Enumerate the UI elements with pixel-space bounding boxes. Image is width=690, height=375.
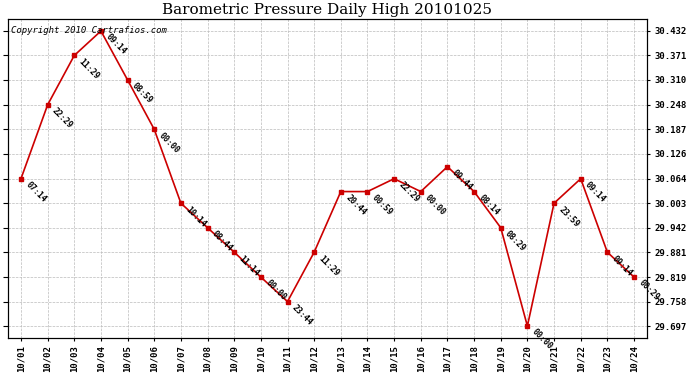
Text: 08:14: 08:14 bbox=[477, 193, 501, 217]
Text: 08:59: 08:59 bbox=[130, 81, 155, 105]
Text: 23:44: 23:44 bbox=[290, 303, 315, 327]
Text: 10:14: 10:14 bbox=[184, 205, 208, 229]
Text: 22:29: 22:29 bbox=[50, 106, 75, 130]
Text: 00:00: 00:00 bbox=[157, 131, 181, 155]
Text: 00:00: 00:00 bbox=[530, 327, 554, 351]
Text: 00:00: 00:00 bbox=[424, 193, 448, 217]
Text: 23:59: 23:59 bbox=[557, 205, 581, 229]
Text: 09:14: 09:14 bbox=[610, 254, 634, 278]
Text: 22:29: 22:29 bbox=[397, 180, 421, 204]
Text: 11:29: 11:29 bbox=[317, 254, 341, 278]
Text: 20:44: 20:44 bbox=[344, 193, 368, 217]
Text: 09:14: 09:14 bbox=[104, 32, 128, 56]
Text: 00:59: 00:59 bbox=[371, 193, 394, 217]
Text: 11:29: 11:29 bbox=[77, 57, 101, 81]
Text: 08:44: 08:44 bbox=[210, 229, 235, 253]
Text: 07:14: 07:14 bbox=[23, 180, 48, 204]
Text: 00:00: 00:00 bbox=[264, 279, 288, 303]
Text: 08:29: 08:29 bbox=[504, 229, 528, 253]
Text: Copyright 2010 Cartrafios.com: Copyright 2010 Cartrafios.com bbox=[11, 26, 167, 35]
Text: 00:29: 00:29 bbox=[637, 279, 661, 303]
Text: 09:44: 09:44 bbox=[450, 168, 474, 192]
Text: 11:14: 11:14 bbox=[237, 254, 261, 278]
Text: 09:14: 09:14 bbox=[584, 180, 607, 204]
Title: Barometric Pressure Daily High 20101025: Barometric Pressure Daily High 20101025 bbox=[162, 3, 493, 17]
